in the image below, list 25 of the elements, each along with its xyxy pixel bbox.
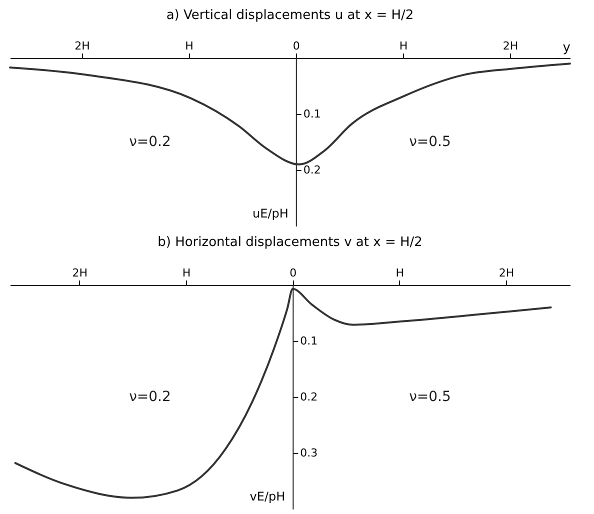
y-tick-label: 0.3 <box>300 446 318 460</box>
line-series <box>9 62 571 166</box>
x-tick-label: H <box>396 266 404 280</box>
x-axis-title: y <box>562 40 571 56</box>
x-tick-label: 2H <box>498 266 514 280</box>
y-tick-label: 0.2 <box>303 164 321 176</box>
x-tick-label: 2H <box>502 40 518 52</box>
x-tick-label: 0 <box>290 266 297 280</box>
annotation: ν=0.5 <box>409 389 451 405</box>
x-tick-label: 2H <box>72 266 88 280</box>
y-tick-label: 0.2 <box>300 390 318 404</box>
y-axis-title: vE/pH <box>250 490 286 504</box>
x-tick-label: 0 <box>292 40 300 52</box>
x-tick-label: H <box>399 40 408 52</box>
annotation: ν=0.2 <box>129 134 171 150</box>
chart-title: a) Vertical displacements u at x = H/2 <box>166 8 414 23</box>
y-tick-label: 0.1 <box>303 108 321 120</box>
annotation: ν=0.2 <box>129 389 171 405</box>
y-tick-label: 0.1 <box>300 334 318 348</box>
annotation: ν=0.5 <box>409 134 451 150</box>
y-axis-title: uE/pH <box>252 206 288 220</box>
x-tick-label: H <box>185 40 194 52</box>
x-tick-label: H <box>182 266 191 280</box>
x-tick-label: 2H <box>74 40 90 52</box>
chart-title: b) Horizontal displacements v at x = H/2 <box>158 235 422 250</box>
